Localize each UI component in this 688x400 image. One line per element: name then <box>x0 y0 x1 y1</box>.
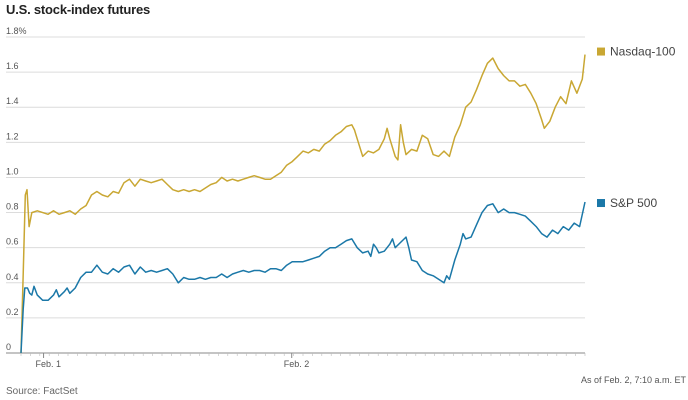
y-tick-label: 1.2 <box>6 131 19 141</box>
legend: Nasdaq-100 S&P 500 <box>597 45 676 210</box>
x-tick-label: Feb. 2 <box>284 359 310 369</box>
y-tick-label: 0 <box>6 342 11 352</box>
y-tick-label: 1.6 <box>6 61 19 71</box>
source-note: Source: FactSet <box>6 386 78 397</box>
legend-swatch-nasdaq-100 <box>597 47 605 56</box>
y-tick-label: 0.4 <box>6 272 19 282</box>
y-tick-label: 0.2 <box>6 307 19 317</box>
legend-label-nasdaq-100: Nasdaq-100 <box>610 45 676 59</box>
y-tick-label: 1.0 <box>6 166 19 176</box>
grid-lines <box>6 36 585 354</box>
y-axis-ticks: 0 0.2 0.4 0.6 0.8 1.0 1.2 1.4 1.6 1.8% <box>6 26 27 352</box>
y-tick-label: 0.6 <box>6 237 19 247</box>
as-of-note: As of Feb. 2, 7:10 a.m. ET <box>580 375 686 385</box>
y-tick-label: 1.8% <box>6 26 27 36</box>
legend-swatch-s-p-500 <box>597 199 605 208</box>
y-tick-label: 1.4 <box>6 96 19 106</box>
series-lines <box>20 54 586 354</box>
legend-label-s-p-500: S&P 500 <box>610 196 657 210</box>
series-line-nasdaq-100 <box>20 54 586 354</box>
series-line-s-p-500 <box>20 201 586 354</box>
chart-title: U.S. stock-index futures <box>6 2 151 17</box>
y-tick-label: 0.8 <box>6 202 19 212</box>
x-tick-label: Feb. 1 <box>36 359 62 369</box>
x-axis-ticks: Feb. 1 Feb. 2 <box>20 353 586 369</box>
